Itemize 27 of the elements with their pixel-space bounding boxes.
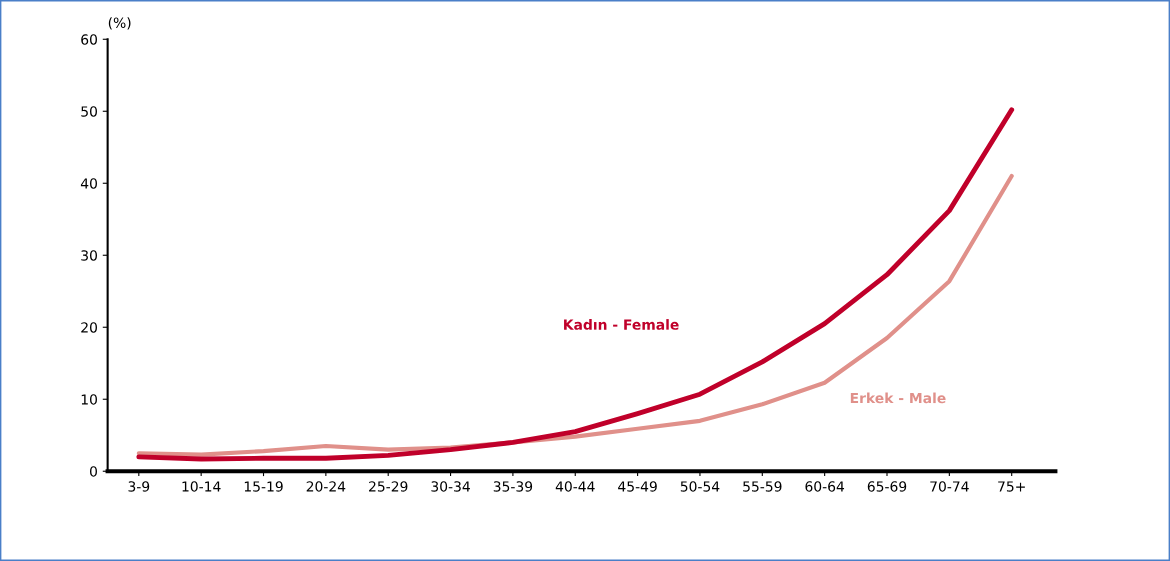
x-tick-label: 15-19 — [244, 481, 283, 492]
y-tick-label: 20 — [81, 322, 97, 333]
x-tick-label: 65-69 — [867, 481, 907, 492]
x-tick-label: 25-29 — [369, 481, 408, 492]
x-tick-label: 3-9 — [128, 481, 150, 492]
line-series — [136, 173, 1014, 457]
x-tick-label: 75+ — [998, 481, 1025, 492]
x-tick-label: 20-24 — [306, 481, 346, 492]
y-tick-label: 60 — [81, 34, 97, 45]
x-tick-label: 50-54 — [680, 481, 720, 492]
series-label: Erkek - Male — [850, 392, 946, 404]
y-tick-label: 10 — [81, 394, 97, 405]
y-tick-label: 50 — [81, 106, 97, 117]
x-tick-label: 70-74 — [930, 481, 969, 492]
x-tick-label: 45-49 — [618, 481, 657, 492]
x-tick-label: 35-39 — [493, 481, 533, 492]
y-tick-label: 40 — [80, 178, 97, 189]
y-tick-label: 0 — [90, 466, 97, 477]
x-tick-label: 60-64 — [805, 481, 845, 492]
text: Kadın - Female — [564, 319, 679, 330]
y-tick-label: 30 — [81, 250, 97, 261]
x-tick-label: 30-34 — [431, 481, 470, 492]
y-axis-title: (%) — [108, 17, 131, 30]
x-tick-label: 40-44 — [555, 481, 595, 492]
line-series — [136, 107, 1015, 462]
x-tick-label: 55-59 — [743, 481, 782, 492]
x-tick-label: 10-14 — [182, 481, 221, 492]
